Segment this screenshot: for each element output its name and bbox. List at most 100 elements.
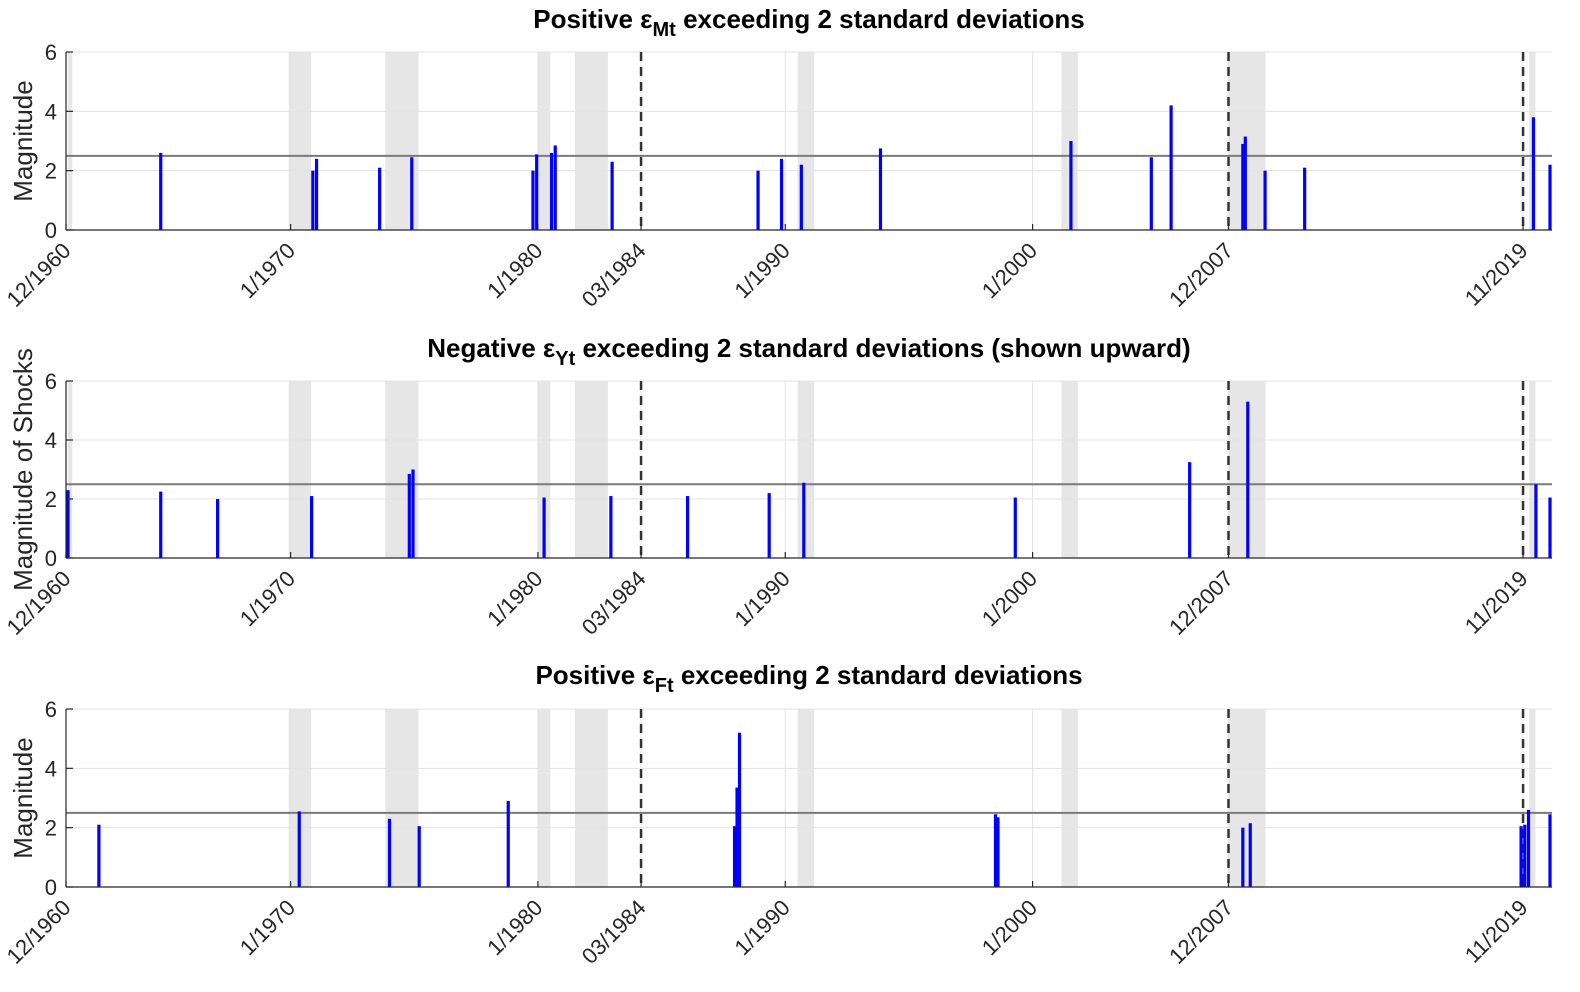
recession-band-9: [1529, 381, 1536, 558]
shock-bar: [1243, 136, 1247, 230]
y-tick-label: 2: [45, 487, 57, 512]
recession-band-7: [1228, 709, 1266, 887]
chart-title-subscript: Yt: [555, 348, 575, 370]
shock-bar: [1069, 141, 1073, 230]
recession-band-3: [537, 709, 551, 887]
shock-bar: [542, 497, 546, 558]
shock-bar: [159, 491, 163, 558]
shock-bar: [993, 814, 998, 887]
x-tick-label: 1/1970: [235, 895, 300, 960]
shock-bar: [417, 826, 421, 887]
shock-bar: [756, 170, 760, 230]
shock-bar: [1548, 814, 1552, 887]
chart-title-subscript: Mt: [653, 19, 677, 41]
chart-title-part: exceeding 2 standard deviations: [676, 4, 1085, 34]
x-tick-label: 1/2000: [977, 895, 1042, 960]
shock-bar: [735, 787, 739, 887]
chart-title-part: Positive ε: [535, 660, 654, 690]
x-tick-label: 1/1990: [730, 238, 795, 303]
shock-bar: [609, 496, 613, 558]
shock-bar: [1534, 484, 1538, 558]
chart-title: Positive εFt exceeding 2 standard deviat…: [535, 660, 1082, 697]
shock-bar: [1246, 401, 1250, 558]
shock-bar: [685, 496, 690, 558]
shock-bar: [1241, 827, 1245, 887]
shock-bar: [1526, 809, 1531, 887]
shock-bar: [387, 818, 392, 887]
x-tick-label: 12/1960: [2, 238, 76, 312]
x-tick-label: 1/1970: [235, 238, 300, 303]
recession-band-4: [537, 381, 551, 558]
shock-bar: [97, 824, 101, 887]
shock-bar: [66, 490, 70, 558]
chart-title-part: Negative ε: [427, 333, 555, 363]
y-tick-label: 0: [45, 218, 57, 243]
chart-panel-3: 0 2 4 6 12/1960 1/1970 1/1980 03/1984 1/1990 1/20…: [2, 660, 1552, 969]
recession-band-5: [575, 381, 608, 558]
x-tick-label: 1/1980: [482, 566, 547, 631]
y-tick-label: 6: [45, 369, 57, 394]
shock-bar: [216, 499, 220, 558]
shock-bar: [311, 170, 315, 230]
shock-bar: [732, 826, 737, 887]
chart-panel-1: 0 2 4 6 12/1960 1/1970 1/1980 03/1984 1/1990 1/20…: [2, 4, 1552, 312]
x-tick-label: 12/1960: [2, 895, 76, 969]
shock-bar: [535, 154, 539, 230]
shock-bar: [1241, 143, 1245, 230]
x-tick-label: 1/1970: [235, 566, 300, 631]
shock-bar: [802, 482, 806, 558]
shock-bar: [1519, 826, 1523, 887]
shock-bar: [378, 167, 382, 230]
y-tick-label: 4: [45, 99, 57, 124]
y-tick-label: 2: [45, 816, 57, 841]
recession-band-3: [385, 52, 419, 230]
chart-title: Negative εYt exceeding 2 standard deviat…: [427, 333, 1190, 370]
shock-bar: [737, 732, 742, 887]
recession-band-6: [1061, 709, 1078, 887]
shock-bar: [1013, 497, 1017, 558]
x-tick-label: 1/1980: [482, 238, 547, 303]
x-tick-label: 1/1980: [482, 895, 547, 960]
shock-bar: [531, 170, 535, 230]
y-axis-title: Magnitude of Shocks: [8, 348, 38, 591]
shock-bar: [1188, 462, 1192, 558]
y-tick-label: 0: [45, 875, 57, 900]
shock-bar: [407, 473, 411, 558]
y-axis-title: Magnitude: [8, 80, 38, 201]
shock-bar: [1523, 824, 1527, 887]
x-tick-label: 12/2007: [1164, 238, 1238, 312]
shock-bar: [1548, 497, 1552, 558]
shock-bar: [878, 148, 883, 230]
y-tick-label: 0: [45, 546, 57, 571]
chart-title-part: Positive ε: [533, 4, 652, 34]
recession-band-5: [797, 709, 815, 887]
recession-band-8: [1529, 709, 1536, 887]
shock-bar: [310, 496, 314, 558]
shock-bar: [549, 152, 554, 230]
x-tick-label: 11/2019: [1460, 238, 1533, 311]
x-tick-label: 12/2007: [1164, 895, 1238, 969]
shock-bar: [1303, 167, 1307, 230]
recession-band-8: [1228, 52, 1266, 230]
x-tick-label: 1/1990: [730, 566, 795, 631]
shock-bar: [297, 811, 301, 887]
x-tick-label: 11/2019: [1460, 895, 1533, 968]
y-tick-label: 2: [45, 159, 57, 184]
shock-bar: [779, 158, 784, 230]
x-tick-label: 12/2007: [1164, 566, 1238, 640]
x-tick-label: 03/1984: [577, 238, 651, 312]
shock-bar: [799, 164, 803, 230]
shock-bar: [1169, 105, 1173, 230]
y-tick-label: 4: [45, 756, 57, 781]
recession-band-5: [575, 52, 608, 230]
recession-band-2: [288, 52, 312, 230]
y-tick-label: 6: [45, 40, 57, 65]
x-tick-label: 1/2000: [977, 238, 1042, 303]
shock-bar: [410, 157, 414, 230]
recession-band-6: [797, 381, 815, 558]
shock-bar: [1548, 164, 1552, 230]
chart-title-part: exceeding 2 standard deviations: [674, 660, 1083, 690]
chart-title-subscript: Ft: [655, 675, 674, 697]
